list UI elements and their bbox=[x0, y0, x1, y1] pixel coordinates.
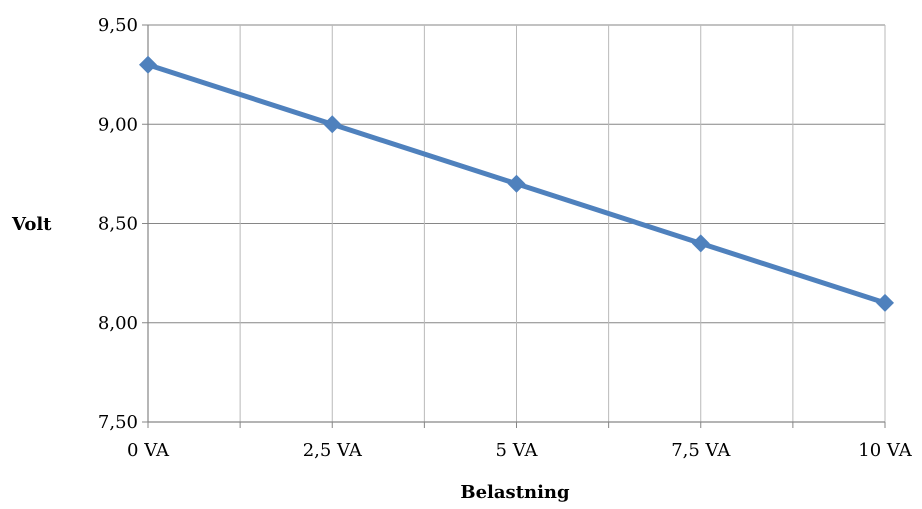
data-point-marker bbox=[323, 115, 342, 134]
grid bbox=[148, 24, 886, 423]
y-tick-label: 7,50 bbox=[98, 412, 138, 433]
x-tick-labels: 0 VA 2,5 VA 5 VA 7,5 VA 10 VA bbox=[127, 440, 913, 461]
y-axis-title: Volt bbox=[11, 214, 52, 235]
axes bbox=[142, 24, 886, 428]
y-tick-label: 8,50 bbox=[98, 214, 138, 235]
x-tick-label: 5 VA bbox=[496, 440, 539, 461]
data-point-marker bbox=[691, 234, 710, 253]
x-tick-label: 2,5 VA bbox=[303, 440, 363, 461]
y-tick-label: 8,00 bbox=[98, 313, 138, 334]
x-tick-label: 7,5 VA bbox=[671, 440, 731, 461]
x-axis-title: Belastning bbox=[460, 482, 570, 503]
y-tick-label: 9,00 bbox=[98, 114, 138, 135]
y-tick-label: 9,50 bbox=[98, 15, 138, 36]
data-point-marker bbox=[876, 293, 894, 312]
series-layer bbox=[139, 55, 894, 312]
data-point-marker bbox=[139, 55, 157, 74]
x-tick-label: 10 VA bbox=[858, 440, 912, 461]
x-tick-label: 0 VA bbox=[127, 440, 170, 461]
data-point-marker bbox=[507, 174, 526, 193]
y-tick-labels: 7,50 8,00 8,50 9,00 9,50 bbox=[98, 15, 138, 433]
